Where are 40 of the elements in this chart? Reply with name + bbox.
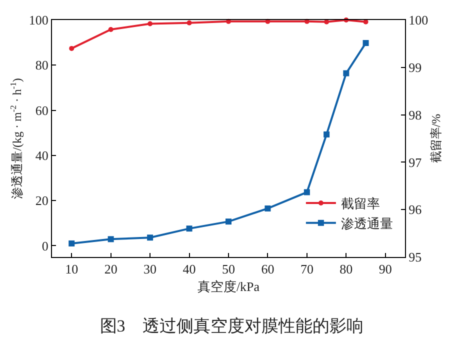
y2-tick-label: 97 <box>408 154 422 170</box>
point <box>343 70 350 76</box>
y2-tick-label: 95 <box>408 250 422 265</box>
y-tick-label: 100 <box>28 12 48 28</box>
y2-tick-label: 96 <box>408 202 422 218</box>
point <box>362 40 369 46</box>
point <box>264 205 271 212</box>
point <box>304 189 310 196</box>
y-tick-label: 0 <box>42 238 48 254</box>
x-tick-label: 70 <box>300 262 314 277</box>
y2-tick-label: 98 <box>408 107 422 122</box>
y-tick-label: 80 <box>35 58 48 73</box>
y2-tick-label: 99 <box>408 60 422 75</box>
x-tick-label: 60 <box>261 262 274 277</box>
x-axis-title: 真空度/kPa <box>197 279 260 294</box>
point <box>108 26 114 32</box>
point <box>108 236 114 242</box>
x-tick-label: 40 <box>182 262 196 277</box>
y-tick-label: 20 <box>35 193 48 208</box>
point <box>69 46 74 51</box>
x-tick-label: 30 <box>144 262 157 277</box>
legend-label: 截留率 <box>340 196 380 212</box>
point <box>68 240 75 246</box>
y2-axis-title: 截留率/% <box>429 114 443 164</box>
point <box>147 234 154 241</box>
legend-label: 渗透通量 <box>340 216 393 231</box>
text: 图3 透过侧真空度对膜性能的影响 <box>100 316 364 336</box>
x-tick-label: 10 <box>65 262 78 277</box>
y-tick-label: 60 <box>35 102 48 118</box>
point <box>186 226 192 232</box>
x-tick-label: 50 <box>222 262 235 277</box>
x-tick-label: 90 <box>378 262 392 277</box>
y2-tick-label: 100 <box>408 12 428 28</box>
point <box>186 20 192 26</box>
point <box>226 218 232 225</box>
point <box>148 21 153 26</box>
x-tick-label: 80 <box>340 262 353 277</box>
y-tick-label: 40 <box>35 148 48 163</box>
point <box>324 131 330 138</box>
x-tick-label: 20 <box>104 262 118 277</box>
